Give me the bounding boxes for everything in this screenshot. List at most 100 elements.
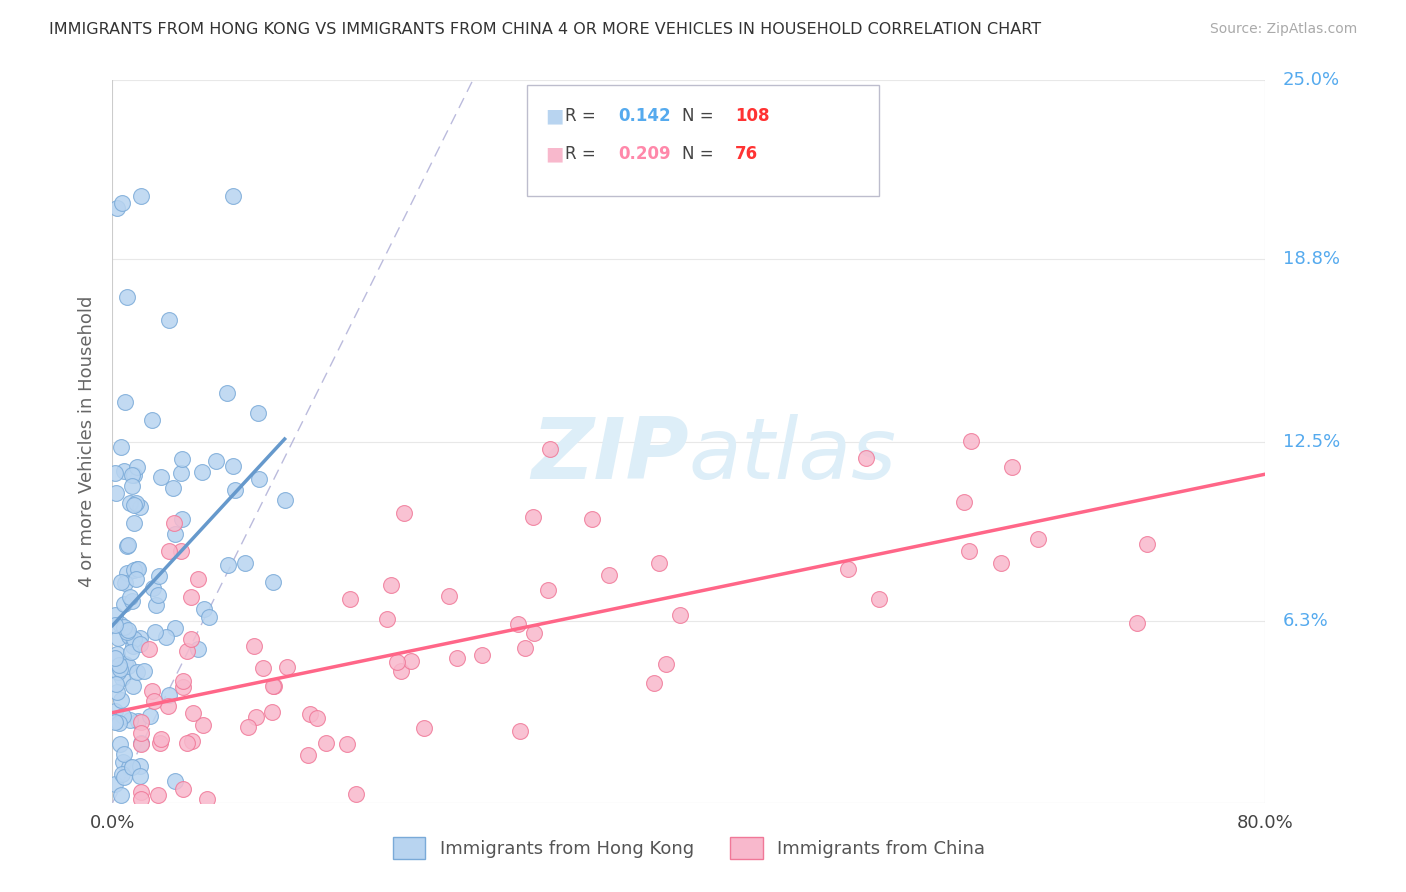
Point — [401, 653, 423, 667]
Point — [115, 290, 138, 304]
Point — [1136, 537, 1159, 551]
Point — [598, 568, 620, 582]
Text: ZIP: ZIP — [531, 415, 689, 498]
Point — [509, 724, 531, 739]
Point — [394, 506, 416, 520]
Point — [380, 577, 402, 591]
Point — [125, 572, 148, 586]
Point — [142, 581, 165, 595]
Point — [193, 602, 215, 616]
Point — [104, 704, 127, 718]
Point — [139, 709, 162, 723]
Point — [187, 572, 209, 586]
Point — [197, 792, 219, 806]
Text: ■: ■ — [546, 145, 564, 164]
Point — [176, 736, 198, 750]
Point — [110, 440, 132, 454]
Point — [198, 610, 221, 624]
Point — [655, 657, 678, 671]
Point — [143, 694, 166, 708]
Text: 0.142: 0.142 — [619, 107, 671, 125]
Point — [252, 661, 274, 675]
Point — [107, 658, 129, 673]
Point — [149, 736, 172, 750]
Point — [131, 736, 153, 750]
Point — [118, 496, 141, 510]
Point — [181, 706, 204, 721]
Point — [112, 747, 135, 762]
Point — [112, 770, 135, 784]
Text: N =: N = — [682, 107, 713, 125]
Point — [125, 495, 148, 509]
Point — [107, 631, 129, 645]
Point — [172, 511, 194, 525]
Point — [298, 706, 321, 721]
Point — [513, 640, 536, 655]
Point — [837, 562, 859, 576]
Point — [121, 593, 143, 607]
Point — [236, 720, 259, 734]
Point — [122, 632, 145, 647]
Point — [146, 588, 169, 602]
Point — [129, 637, 152, 651]
Point — [110, 767, 132, 781]
Point — [117, 538, 139, 552]
Point — [105, 648, 128, 662]
Point — [243, 639, 266, 653]
Point — [121, 467, 143, 482]
Point — [221, 458, 243, 473]
Point — [276, 659, 298, 673]
Point — [150, 731, 173, 746]
Point — [115, 540, 138, 554]
Point — [537, 582, 560, 597]
Point — [508, 616, 530, 631]
Point — [138, 641, 160, 656]
Point — [148, 789, 170, 803]
Point — [172, 680, 194, 694]
Point — [643, 676, 665, 690]
Point — [127, 714, 149, 729]
Point — [437, 589, 460, 603]
Point — [129, 189, 152, 203]
Point — [163, 527, 186, 541]
Point — [262, 574, 284, 589]
Text: 18.8%: 18.8% — [1282, 251, 1340, 268]
Point — [129, 758, 152, 772]
Point — [122, 563, 145, 577]
Point — [117, 624, 139, 638]
Point — [108, 616, 131, 631]
Point — [104, 715, 127, 730]
Point — [115, 624, 138, 639]
Point — [132, 665, 155, 679]
Point — [110, 693, 132, 707]
Point — [170, 543, 193, 558]
Point — [122, 679, 145, 693]
Point — [129, 631, 152, 645]
Point — [669, 607, 692, 622]
Point — [307, 711, 329, 725]
Point — [117, 659, 139, 673]
Point — [413, 722, 436, 736]
Point — [129, 725, 153, 739]
Point — [523, 626, 546, 640]
Point — [1126, 616, 1149, 631]
Point — [224, 483, 246, 498]
Point — [121, 479, 143, 493]
Point — [297, 747, 319, 762]
Point — [169, 466, 191, 480]
Point — [156, 698, 179, 713]
Point — [122, 640, 145, 654]
Point — [127, 562, 149, 576]
Point — [180, 590, 202, 604]
Text: 6.3%: 6.3% — [1282, 612, 1329, 630]
Point — [129, 791, 153, 805]
Point — [165, 621, 187, 635]
Point — [127, 460, 149, 475]
Text: R =: R = — [565, 107, 596, 125]
Point — [105, 685, 128, 699]
Text: IMMIGRANTS FROM HONG KONG VS IMMIGRANTS FROM CHINA 4 OR MORE VEHICLES IN HOUSEHO: IMMIGRANTS FROM HONG KONG VS IMMIGRANTS … — [49, 22, 1042, 37]
Point — [110, 574, 132, 589]
Point — [953, 494, 976, 508]
Point — [145, 598, 167, 612]
Point — [247, 406, 270, 420]
